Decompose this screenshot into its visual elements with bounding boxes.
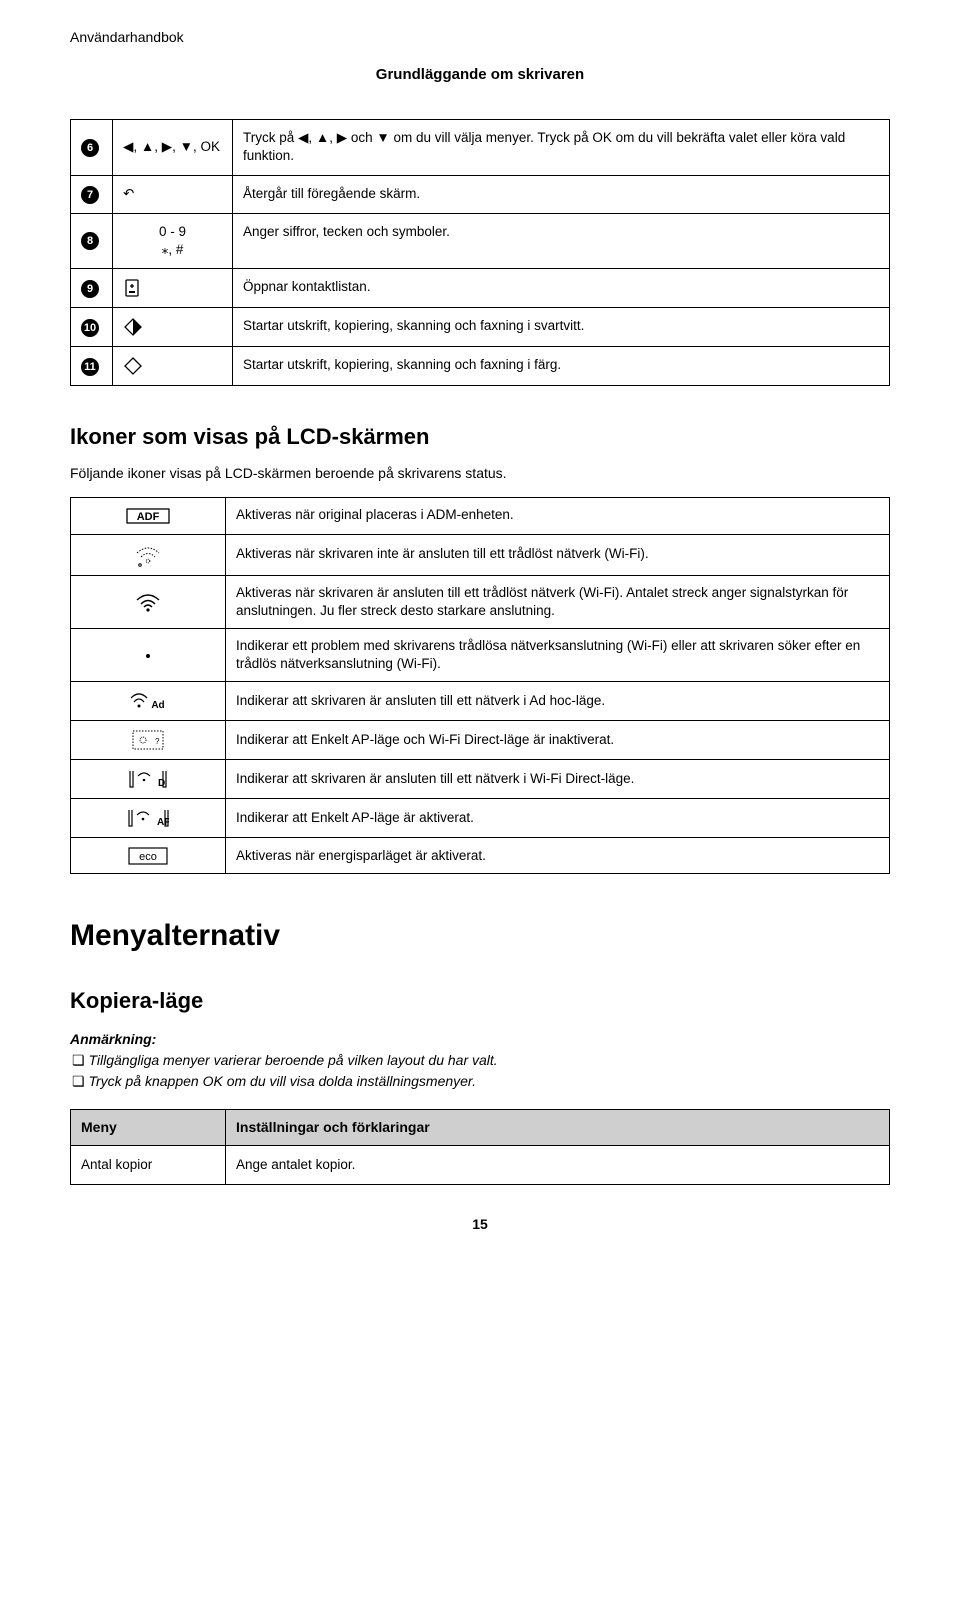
control-description: Tryck på ◀, ▲, ▶ och ▼ om du vill välja … — [233, 120, 890, 175]
notes-list: Tillgängliga menyer varierar beroende på… — [70, 1051, 890, 1091]
diamond-bw-icon — [123, 317, 143, 337]
lcd-icon-cell — [71, 629, 226, 682]
dot-icon — [143, 651, 153, 661]
doc-title: Användarhandbok — [70, 28, 890, 47]
lcd-icon-description: Indikerar att Enkelt AP-läge och Wi-Fi D… — [226, 721, 890, 760]
wifi-ap-icon: AP — [127, 807, 169, 829]
control-number: 11 — [71, 347, 113, 386]
svg-text:ADF: ADF — [137, 511, 160, 523]
lcd-icon-cell — [71, 534, 226, 575]
table-row: Aktiveras när skrivaren är ansluten till… — [71, 575, 890, 628]
table-row: ADF Aktiveras när original placeras i ADM… — [71, 497, 890, 534]
ap-dotted-icon: ? — [131, 729, 165, 751]
mode-heading: Kopiera-läge — [70, 986, 890, 1016]
table-row: Ad Indikerar att skrivaren är ansluten ti… — [71, 682, 890, 721]
wifi-bars-icon — [133, 591, 163, 613]
lcd-intro: Följande ikoner visas på LCD-skärmen ber… — [70, 464, 890, 483]
control-description: Startar utskrift, kopiering, skanning oc… — [233, 308, 890, 347]
table-row: 11 Startar utskrift, kopiering, skanning … — [71, 347, 890, 386]
table-row: ? Indikerar att Enkelt AP-läge och Wi-Fi … — [71, 721, 890, 760]
lcd-icon-description: Aktiveras när original placeras i ADM-en… — [226, 497, 890, 534]
svg-text:Ad: Ad — [151, 700, 164, 711]
lcd-icon-description: Aktiveras när skrivaren är ansluten till… — [226, 575, 890, 628]
wifi-ad-icon: Ad — [128, 690, 168, 712]
table-row: 6 ◀, ▲, ▶, ▼, OKTryck på ◀, ▲, ▶ och ▼ om… — [71, 120, 890, 175]
lcd-icon-cell — [71, 575, 226, 628]
settings-th-menu: Meny — [71, 1109, 226, 1145]
lcd-icon-cell: AP — [71, 799, 226, 838]
table-row: Antal kopiorAnge antalet kopior. — [71, 1145, 890, 1184]
circled-number: 11 — [81, 358, 99, 376]
control-number: 7 — [71, 175, 113, 213]
lcd-icon-cell: Ad — [71, 682, 226, 721]
circled-number: 8 — [81, 232, 99, 250]
note-item: Tillgängliga menyer varierar beroende på… — [70, 1051, 890, 1070]
control-symbol — [113, 308, 233, 347]
table-row: Indikerar ett problem med skrivarens trå… — [71, 629, 890, 682]
control-number: 8 — [71, 213, 113, 268]
lcd-icon-cell: ADF — [71, 497, 226, 534]
eco-icon: eco — [128, 847, 168, 865]
table-row: 8 0 - 9 ⁎, #Anger siffror, tecken och sym… — [71, 213, 890, 268]
lcd-icon-description: Aktiveras när skrivaren inte är ansluten… — [226, 534, 890, 575]
lcd-icon-cell: eco — [71, 838, 226, 873]
lcd-icon-description: Indikerar att skrivaren är ansluten till… — [226, 682, 890, 721]
control-symbol — [113, 347, 233, 386]
control-symbol: ◀, ▲, ▶, ▼, OK — [113, 120, 233, 175]
menu-heading: Menyalternativ — [70, 916, 890, 957]
table-row: AP Indikerar att Enkelt AP-läge är aktive… — [71, 799, 890, 838]
control-number: 6 — [71, 120, 113, 175]
controls-table: 6 ◀, ▲, ▶, ▼, OKTryck på ◀, ▲, ▶ och ▼ om… — [70, 119, 890, 386]
control-description: Återgår till föregående skärm. — [233, 175, 890, 213]
page-number: 15 — [70, 1215, 890, 1234]
control-description: Anger siffror, tecken och symboler. — [233, 213, 890, 268]
control-number: 10 — [71, 308, 113, 347]
adf-icon: ADF — [126, 506, 170, 526]
lcd-icon-cell: D — [71, 760, 226, 799]
lcd-icon-description: Indikerar att skrivaren är ansluten till… — [226, 760, 890, 799]
lcd-heading: Ikoner som visas på LCD-skärmen — [70, 422, 890, 452]
control-symbol: ↶ — [113, 175, 233, 213]
control-symbol: 0 - 9 ⁎, # — [113, 213, 233, 268]
control-symbol — [113, 269, 233, 308]
lcd-icon-description: Indikerar att Enkelt AP-läge är aktivera… — [226, 799, 890, 838]
table-row: 9 Öppnar kontaktlistan. — [71, 269, 890, 308]
circled-number: 9 — [81, 280, 99, 298]
settings-table: Meny Inställningar och förklaringar Anta… — [70, 1109, 890, 1185]
svg-text:?: ? — [155, 737, 160, 746]
table-row: 10 Startar utskrift, kopiering, skanning … — [71, 308, 890, 347]
table-row: D Indikerar att skrivaren är ansluten til… — [71, 760, 890, 799]
lcd-icon-description: Aktiveras när energisparläget är aktiver… — [226, 838, 890, 873]
note-item: Tryck på knappen OK om du vill visa dold… — [70, 1072, 890, 1091]
lcd-icon-cell: ? — [71, 721, 226, 760]
lcd-icons-table: ADF Aktiveras när original placeras i ADM… — [70, 497, 890, 874]
table-row: Aktiveras när skrivaren inte är ansluten… — [71, 534, 890, 575]
diamond-color-icon — [123, 356, 143, 376]
table-row: 7 ↶Återgår till föregående skärm. — [71, 175, 890, 213]
wifi-d-icon: D — [128, 768, 168, 790]
control-number: 9 — [71, 269, 113, 308]
circled-number: 10 — [81, 319, 99, 337]
settings-menu-desc: Ange antalet kopior. — [226, 1145, 890, 1184]
table-row: eco Aktiveras när energisparläget är akti… — [71, 838, 890, 873]
circled-number: 7 — [81, 186, 99, 204]
lcd-icon-description: Indikerar ett problem med skrivarens trå… — [226, 629, 890, 682]
svg-text:eco: eco — [139, 851, 157, 863]
wifi-dotted-icon — [133, 543, 163, 567]
circled-number: 6 — [81, 139, 99, 157]
settings-th-desc: Inställningar och förklaringar — [226, 1109, 890, 1145]
control-description: Öppnar kontaktlistan. — [233, 269, 890, 308]
settings-menu-name: Antal kopior — [71, 1145, 226, 1184]
note-label: Anmärkning: — [70, 1030, 890, 1049]
contacts-icon — [123, 278, 141, 298]
control-description: Startar utskrift, kopiering, skanning oc… — [233, 347, 890, 386]
section-header: Grundläggande om skrivaren — [70, 65, 890, 85]
